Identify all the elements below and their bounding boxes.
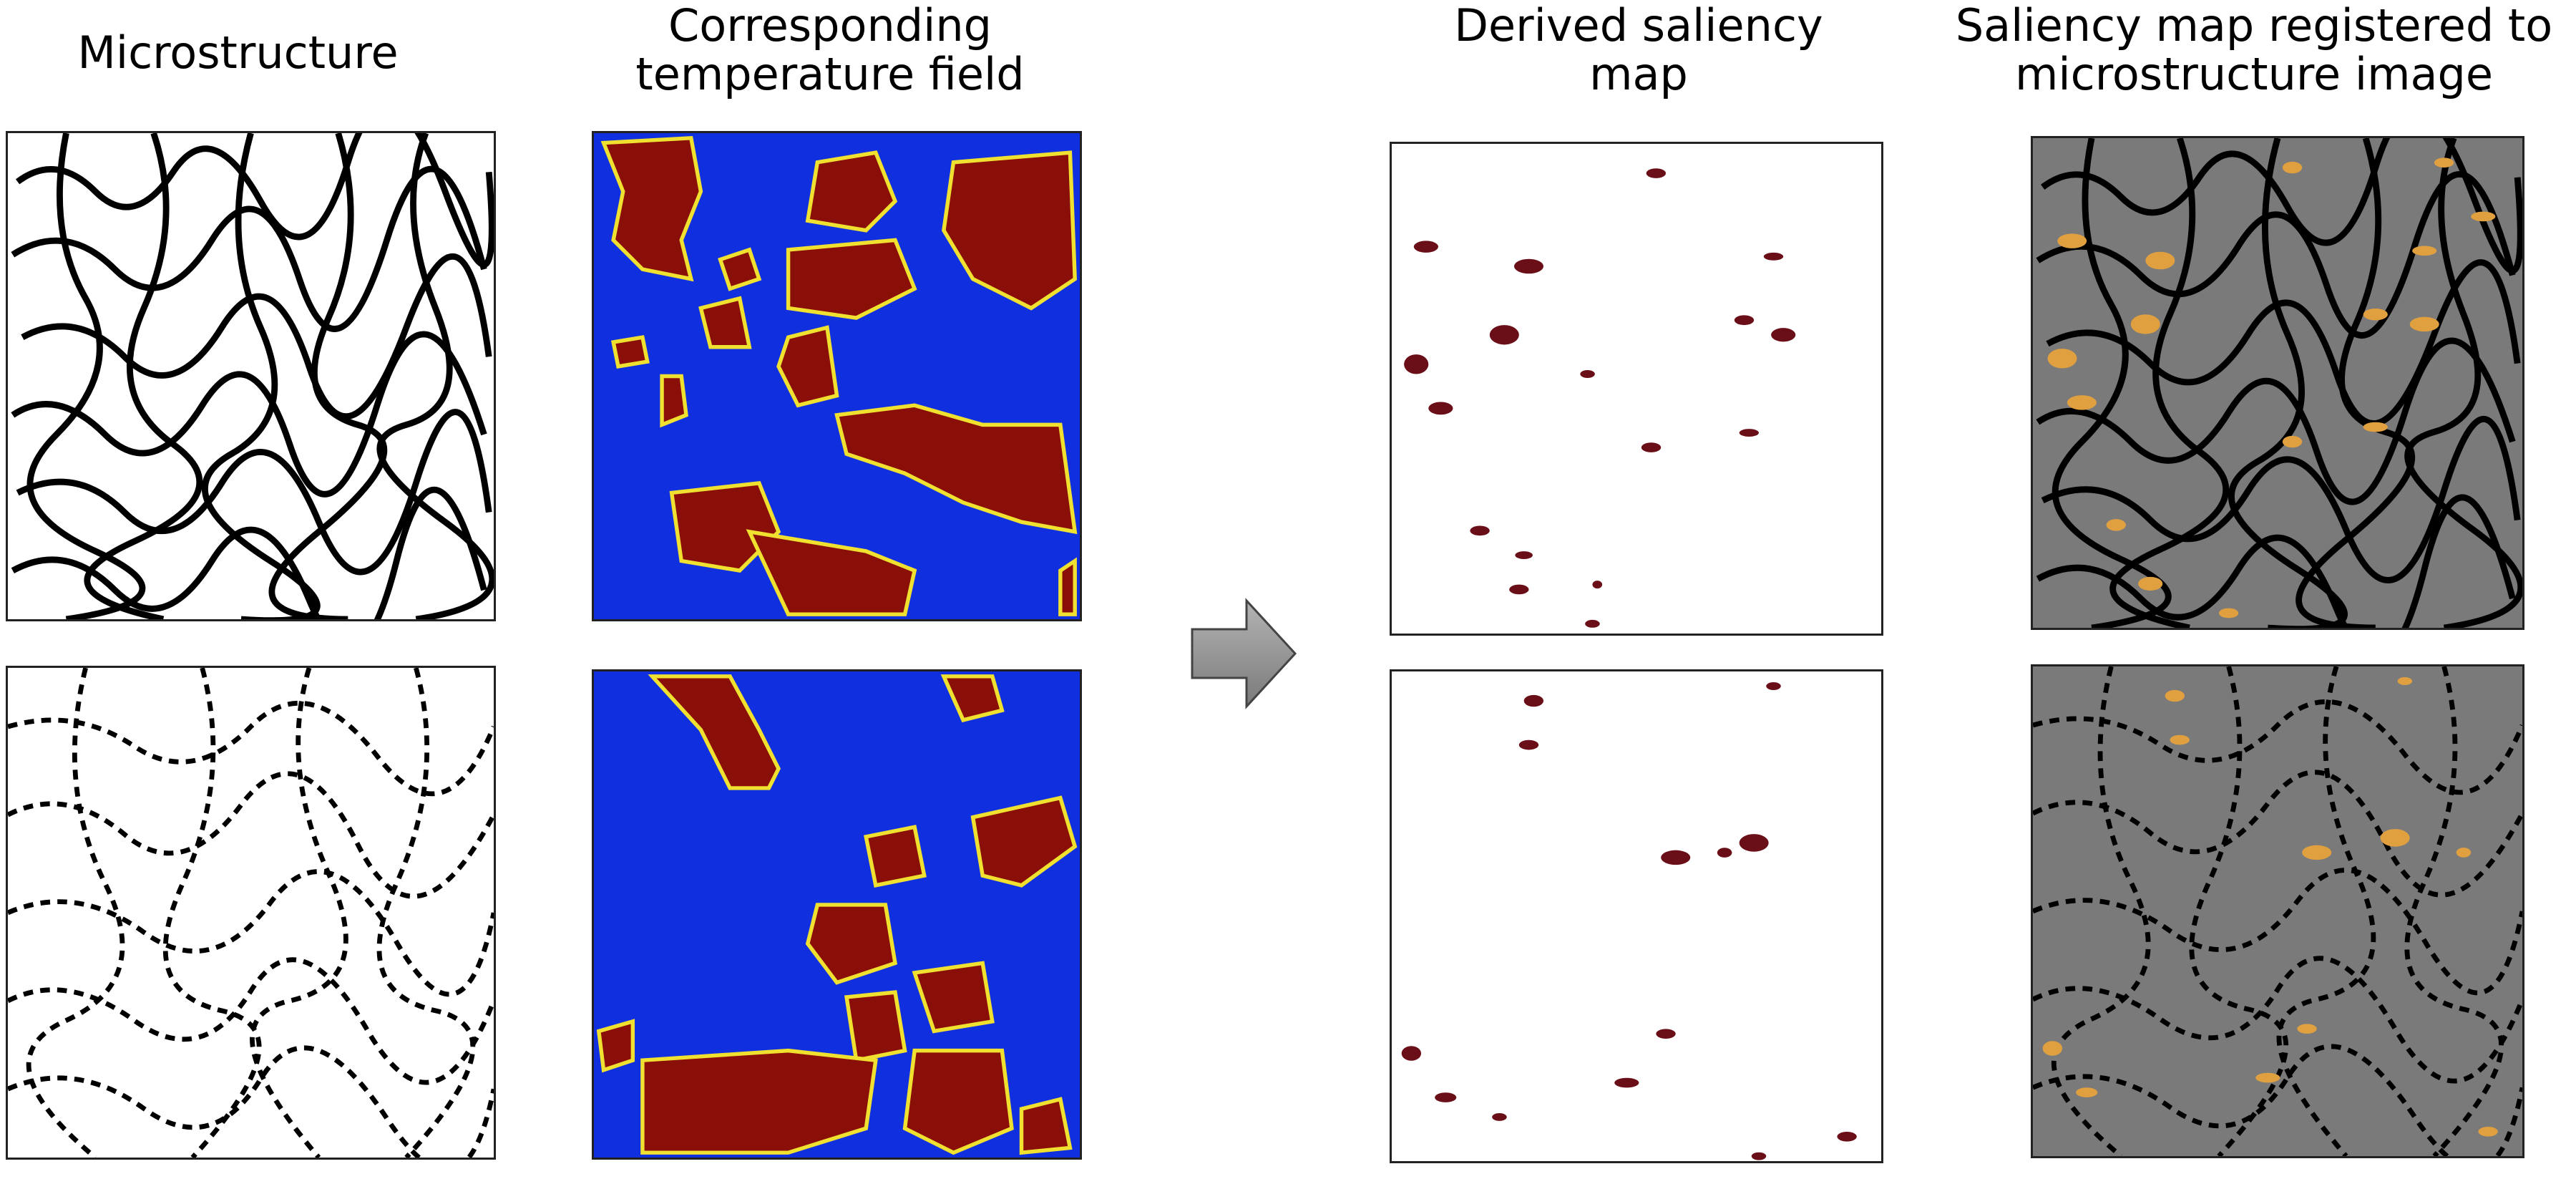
temperature-panel-bottom (592, 669, 1082, 1160)
registered-panel-bottom (2031, 664, 2524, 1158)
title-microstructure: Microstructure (77, 26, 399, 79)
temperature-image-top (594, 133, 1080, 619)
microstructure-panel-top (6, 131, 496, 621)
registered-image-top (2033, 138, 2522, 628)
microstructure-image-bottom (8, 668, 494, 1158)
title-saliency-map: Derived saliency map (1454, 0, 1823, 100)
saliency-image-bottom (1392, 671, 1881, 1161)
temperature-image-bottom (594, 671, 1080, 1158)
title-temperature-field: Corresponding temperature field (635, 0, 1025, 100)
saliency-image-top (1392, 144, 1881, 634)
saliency-panel-top (1390, 142, 1883, 636)
registered-panel-top (2031, 136, 2524, 630)
microstructure-panel-bottom (6, 666, 496, 1160)
temperature-panel-top (592, 131, 1082, 621)
registered-image-bottom (2033, 666, 2522, 1156)
microstructure-image-top (8, 133, 494, 619)
saliency-panel-bottom (1390, 669, 1883, 1163)
process-arrow-icon (1191, 598, 1297, 709)
title-registered-map: Saliency map registered to microstructur… (1955, 0, 2553, 100)
